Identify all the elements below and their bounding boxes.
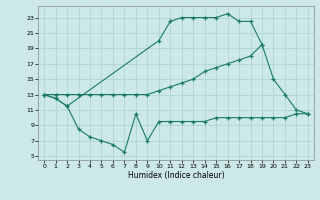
X-axis label: Humidex (Indice chaleur): Humidex (Indice chaleur) [128, 171, 224, 180]
